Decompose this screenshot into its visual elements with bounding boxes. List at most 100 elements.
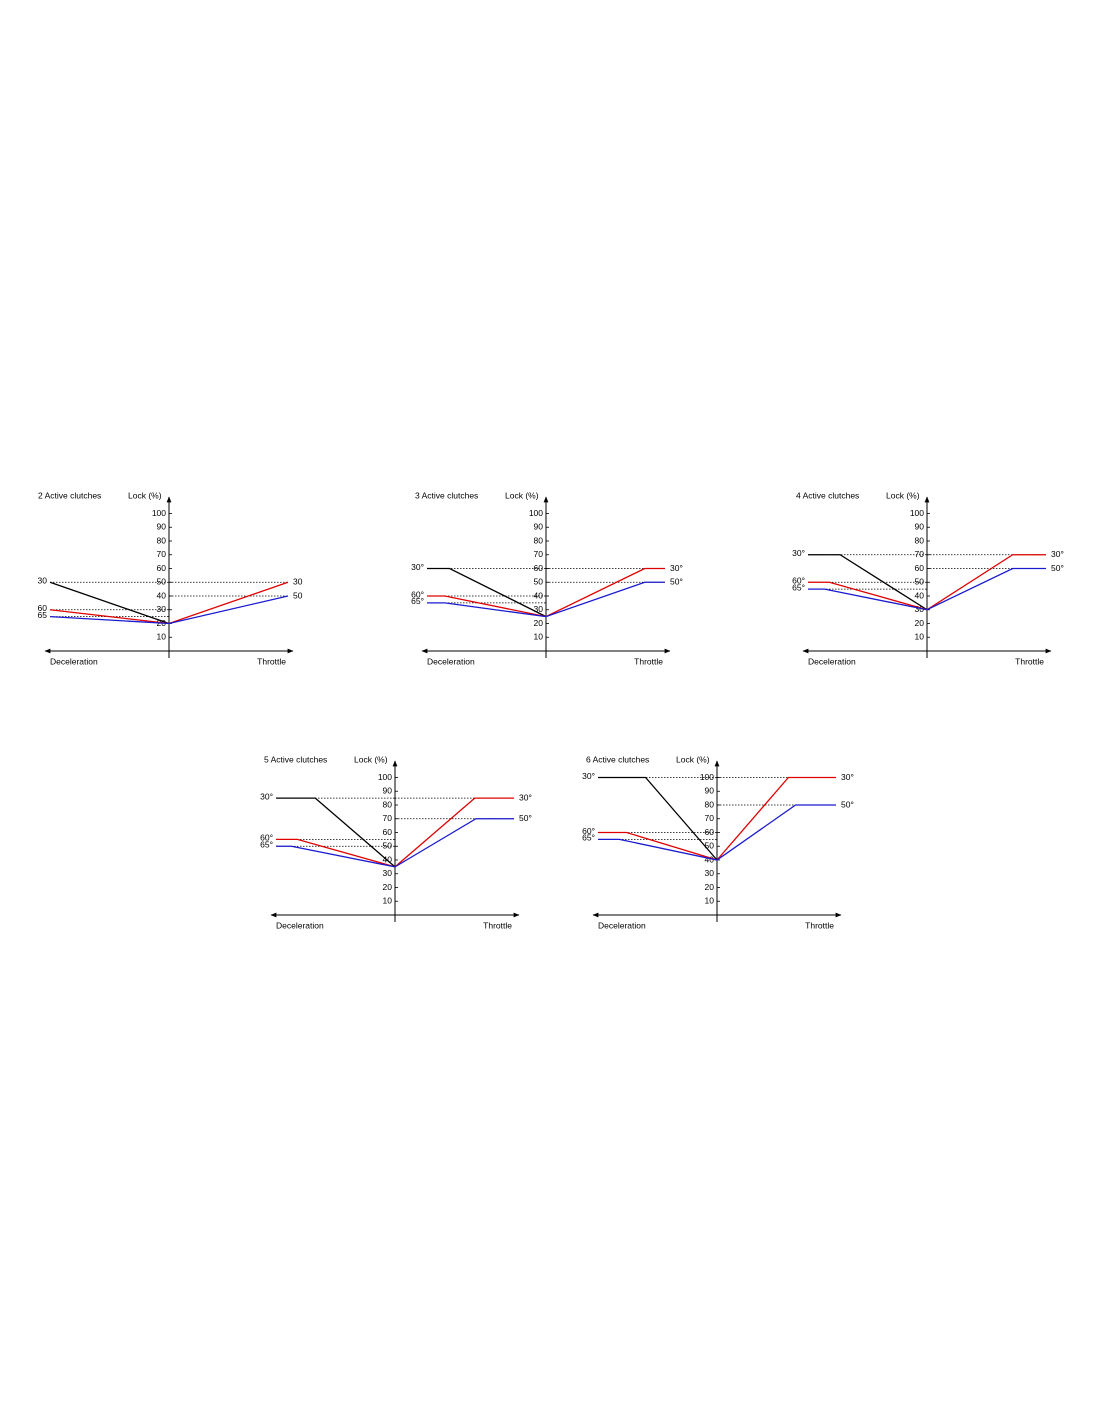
series-line — [808, 567, 1046, 611]
series-line — [598, 776, 718, 861]
end-label: 50° — [519, 813, 532, 823]
y-tick-label: 60 — [705, 827, 715, 837]
series-line — [808, 554, 928, 611]
y-axis-label: Lock (%) — [354, 754, 388, 764]
y-tick-label: 70 — [705, 813, 715, 823]
y-tick-label: 40 — [383, 854, 393, 864]
x-left-label: Deceleration — [427, 656, 475, 666]
series-line — [427, 567, 547, 618]
start-label: 30° — [582, 771, 595, 781]
start-label: 60° — [260, 833, 273, 843]
start-label: 30° — [792, 548, 805, 558]
end-label: 50° — [841, 799, 854, 809]
y-tick-label: 90 — [534, 522, 544, 532]
y-tick-label: 60 — [383, 827, 393, 837]
chart-title: 2 Active clutches — [38, 490, 101, 500]
y-axis-label: Lock (%) — [676, 754, 710, 764]
y-tick-label: 60 — [915, 563, 925, 573]
start-label: 60° — [582, 826, 595, 836]
chart: 4 Active clutches Lock (%) Deceleration Thr… — [792, 490, 1064, 666]
y-tick-label: 100 — [910, 508, 924, 518]
y-tick-label: 10 — [705, 896, 715, 906]
x-left-label: Deceleration — [808, 656, 856, 666]
y-tick-label: 70 — [157, 549, 167, 559]
x-right-label: Throttle — [1015, 656, 1044, 666]
x-right-label: Throttle — [483, 920, 512, 930]
y-tick-label: 50 — [705, 841, 715, 851]
y-tick-label: 100 — [529, 508, 543, 518]
y-tick-label: 80 — [915, 535, 925, 545]
end-label: 30° — [841, 772, 854, 782]
start-label: 65° — [411, 596, 424, 606]
series-line — [49, 595, 289, 625]
series-line — [598, 804, 836, 861]
series-line — [427, 581, 665, 618]
y-tick-label: 100 — [700, 772, 714, 782]
y-tick-label: 90 — [915, 522, 925, 532]
x-right-label: Throttle — [257, 656, 286, 666]
y-tick-label: 90 — [157, 522, 167, 532]
start-label: 60 — [38, 603, 48, 613]
y-tick-label: 70 — [534, 549, 544, 559]
start-label: 30 — [38, 576, 48, 586]
end-label: 50 — [293, 590, 303, 600]
y-tick-label: 10 — [915, 632, 925, 642]
x-right-label: Throttle — [805, 920, 834, 930]
y-axis-label: Lock (%) — [505, 490, 539, 500]
y-tick-label: 10 — [534, 632, 544, 642]
start-label: 65 — [38, 610, 48, 620]
chart: 5 Active clutches Lock (%) Deceleration Thr… — [260, 754, 532, 930]
y-tick-label: 10 — [157, 632, 167, 642]
y-tick-label: 50 — [383, 841, 393, 851]
y-tick-label: 50 — [915, 577, 925, 587]
start-label: 65° — [792, 582, 805, 592]
end-label: 50° — [670, 577, 683, 587]
y-axis-label: Lock (%) — [128, 490, 162, 500]
chart-title: 5 Active clutches — [264, 754, 327, 764]
y-tick-label: 40 — [915, 590, 925, 600]
chart: 2 Active clutches Lock (%) Deceleration Thr… — [38, 490, 303, 666]
y-tick-label: 80 — [705, 799, 715, 809]
end-label: 30° — [519, 792, 532, 802]
chart: 6 Active clutches Lock (%) Deceleration Thr… — [582, 754, 854, 930]
chart-title: 6 Active clutches — [586, 754, 649, 764]
y-tick-label: 60 — [157, 563, 167, 573]
series-line — [49, 581, 170, 625]
y-tick-label: 20 — [534, 618, 544, 628]
chart: 3 Active clutches Lock (%) Deceleration Thr… — [411, 490, 683, 666]
x-left-label: Deceleration — [276, 920, 324, 930]
series-line — [276, 797, 396, 868]
series-line — [276, 818, 514, 868]
end-label: 30° — [670, 563, 683, 573]
y-axis-label: Lock (%) — [886, 490, 920, 500]
y-tick-label: 40 — [157, 590, 167, 600]
y-tick-label: 10 — [383, 896, 393, 906]
start-label: 30° — [411, 562, 424, 572]
y-tick-label: 30 — [157, 604, 167, 614]
x-right-label: Throttle — [634, 656, 663, 666]
y-tick-label: 80 — [534, 535, 544, 545]
end-label: 50° — [1051, 563, 1064, 573]
y-tick-label: 80 — [157, 535, 167, 545]
start-label: 60° — [411, 589, 424, 599]
chart-title: 3 Active clutches — [415, 490, 478, 500]
y-tick-label: 20 — [705, 882, 715, 892]
y-tick-label: 30 — [383, 868, 393, 878]
chart-title: 4 Active clutches — [796, 490, 859, 500]
start-label: 65° — [582, 833, 595, 843]
y-tick-label: 30 — [534, 604, 544, 614]
start-label: 65° — [260, 840, 273, 850]
y-tick-label: 40 — [534, 590, 544, 600]
y-tick-label: 70 — [383, 813, 393, 823]
y-tick-label: 50 — [157, 577, 167, 587]
x-left-label: Deceleration — [598, 920, 646, 930]
y-tick-label: 50 — [534, 577, 544, 587]
y-tick-label: 100 — [378, 772, 392, 782]
x-left-label: Deceleration — [50, 656, 98, 666]
y-tick-label: 100 — [152, 508, 166, 518]
y-tick-label: 70 — [915, 549, 925, 559]
y-tick-label: 20 — [383, 882, 393, 892]
end-label: 30° — [1051, 549, 1064, 559]
y-tick-label: 30 — [705, 868, 715, 878]
